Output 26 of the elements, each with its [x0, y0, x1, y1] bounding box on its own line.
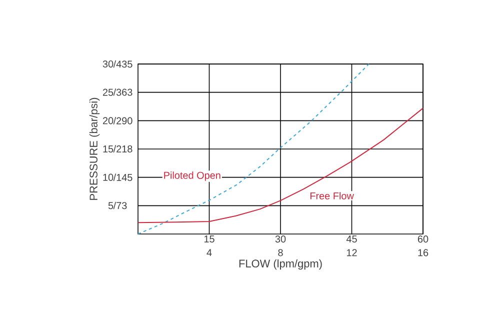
x-axis-title: FLOW (lpm/gpm) [239, 259, 322, 270]
x2-tick-label: 12 [346, 249, 357, 256]
x2-tick-label: 16 [418, 249, 428, 256]
line-series [138, 64, 370, 234]
y2-tick-label: /290 [113, 117, 132, 124]
y2-tick-label: /435 [113, 60, 132, 68]
x-tick-label: 45 [346, 236, 357, 242]
y-tick-label: 15 [103, 146, 114, 152]
y2-tick-label: /363 [113, 88, 132, 96]
x2-tick-label: 8 [278, 249, 283, 256]
y2-tick-label: /145 [113, 174, 132, 181]
x2-tick-label: 4 [206, 249, 212, 256]
y-tick-label: 10 [103, 174, 114, 181]
x-tick-label: 30 [275, 236, 286, 243]
y2-tick-label: /73 [113, 202, 127, 210]
y-tick-label: 30 [102, 60, 114, 68]
annotation: Free Flow [310, 192, 354, 200]
x-tick-label: 15 [204, 236, 214, 242]
annotation: Piloted Open [164, 172, 220, 181]
y-axis-title: PRESSURE (bar/psi) [89, 98, 100, 200]
y-tick-label: 20 [102, 117, 114, 124]
y-tick-label: 25 [102, 88, 114, 96]
line-series [138, 108, 424, 224]
x-tick-label: 60 [418, 236, 428, 243]
y-tick-label: 5 [108, 202, 114, 210]
y2-tick-label: /218 [113, 145, 132, 152]
